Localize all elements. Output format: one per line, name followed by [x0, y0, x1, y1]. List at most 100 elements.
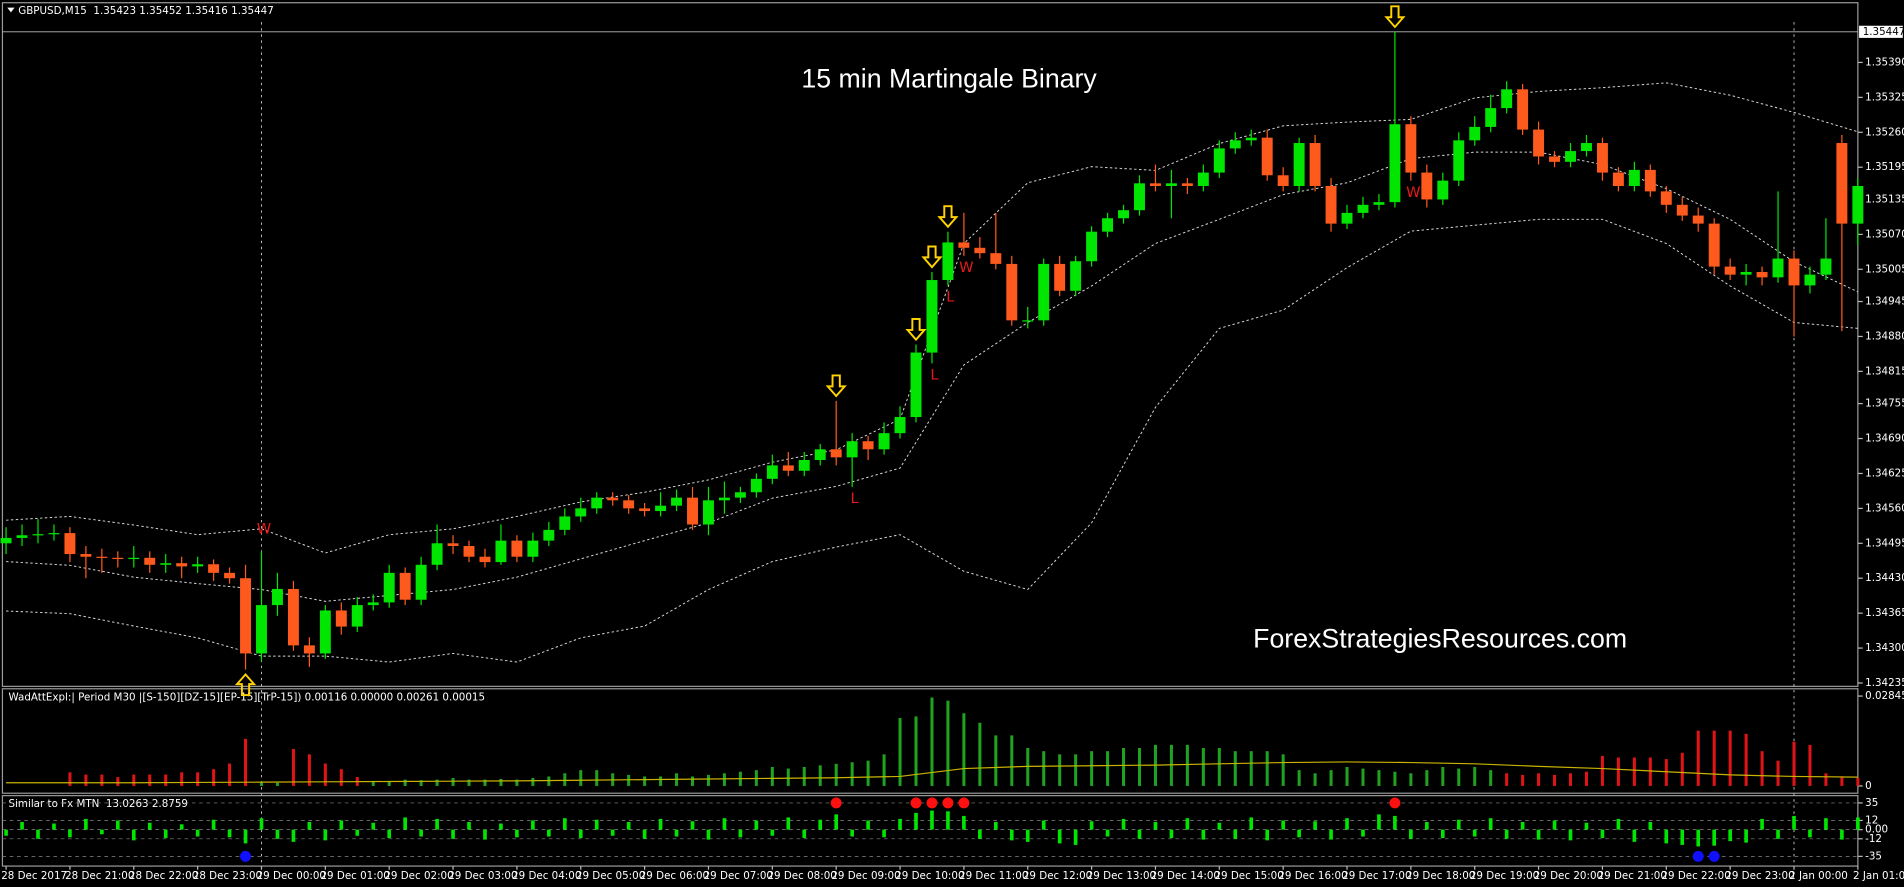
y-tick-label: 1.34560 — [1865, 502, 1904, 514]
candle-body — [1213, 148, 1225, 173]
bar — [1425, 822, 1429, 830]
bar — [20, 822, 24, 830]
candle-body — [1596, 143, 1608, 173]
bar — [754, 820, 759, 830]
bar — [387, 781, 391, 786]
bar — [1840, 776, 1844, 786]
bar — [786, 817, 791, 830]
bar — [674, 829, 679, 837]
bar — [594, 819, 599, 830]
y-tick-label: 35 — [1865, 797, 1878, 809]
candle-body — [463, 545, 475, 557]
bar — [355, 829, 360, 836]
bar — [1776, 760, 1780, 786]
bar — [1536, 829, 1541, 840]
bar — [1074, 754, 1078, 786]
bar — [1122, 748, 1126, 786]
bar — [387, 829, 392, 839]
candle-body — [1708, 223, 1720, 267]
bar — [339, 820, 344, 830]
bar — [1616, 757, 1620, 786]
candle-body — [144, 557, 156, 565]
bar — [898, 718, 902, 786]
bar — [914, 812, 918, 830]
x-tick-label: 29 Dec 09:00 — [831, 870, 900, 882]
candle-body — [798, 460, 810, 471]
x-tick-label: 29 Dec 01:00 — [320, 870, 389, 882]
bar — [946, 700, 950, 786]
mtn-frame — [1, 795, 1859, 867]
bar — [1313, 821, 1317, 830]
candle-body — [575, 508, 587, 517]
y-tick-label: 1.35070 — [1865, 228, 1904, 240]
bar — [627, 774, 631, 786]
signal-label: L — [851, 490, 860, 507]
candle-body — [383, 572, 395, 603]
bar — [1073, 829, 1078, 845]
candle-body — [1389, 124, 1401, 203]
candle-body — [208, 564, 220, 573]
candle-body — [830, 449, 842, 458]
candle-body — [623, 500, 635, 509]
x-tick-label: 29 Dec 11:00 — [959, 870, 1028, 882]
bar — [1345, 818, 1349, 830]
signal-dot — [1389, 797, 1401, 809]
y-tick-label: 0.00 — [1865, 824, 1888, 836]
bar — [914, 716, 918, 786]
y-tick-label: 1.35135 — [1865, 193, 1904, 205]
bar — [690, 776, 695, 786]
bar — [403, 817, 407, 830]
signal-arrow — [1384, 5, 1406, 29]
x-tick-label: 29 Dec 10:00 — [895, 870, 964, 882]
bar — [1584, 822, 1589, 830]
bar — [499, 823, 503, 830]
bar — [1616, 818, 1621, 830]
bar — [196, 772, 200, 786]
bar — [993, 822, 998, 830]
candle-body — [1692, 215, 1704, 224]
x-tick-label: 28 Dec 2017 — [1, 870, 67, 882]
bar — [770, 829, 775, 836]
bar — [1632, 829, 1637, 842]
candle-body — [942, 242, 954, 281]
candle-body — [287, 588, 299, 646]
candle-body — [32, 534, 44, 536]
bar — [738, 829, 743, 838]
bar — [1537, 773, 1541, 786]
bar — [1393, 771, 1397, 786]
main-frame — [1, 2, 1859, 687]
candle-body — [990, 253, 1002, 264]
bar — [483, 829, 487, 840]
candle-body — [1022, 320, 1034, 322]
bar — [770, 766, 774, 786]
bar — [259, 782, 264, 786]
y-tick-label: 1.34495 — [1865, 537, 1904, 549]
bar — [1393, 815, 1397, 830]
signal-dot — [1692, 850, 1704, 862]
bar — [1520, 822, 1525, 830]
x-tick-label: 29 Dec 04:00 — [512, 870, 581, 882]
bar — [1600, 829, 1605, 839]
bar — [1489, 770, 1493, 786]
bar — [1409, 829, 1413, 839]
candle-body — [591, 497, 603, 509]
candle-body — [1405, 124, 1417, 173]
candle-body — [1229, 140, 1241, 149]
bar — [36, 829, 40, 839]
candle-body — [750, 478, 762, 493]
header-icon — [7, 7, 15, 13]
candle-body — [1820, 258, 1832, 275]
candle-body — [734, 492, 746, 498]
candle-body — [1261, 137, 1273, 176]
signal-dot — [926, 797, 938, 809]
candle-body — [1309, 143, 1321, 187]
bar — [1057, 829, 1062, 844]
candle-body — [1341, 212, 1353, 224]
candle-body — [1788, 258, 1800, 286]
bar — [1089, 821, 1094, 830]
candle-body — [1086, 231, 1098, 262]
x-tick-label: 29 Dec 14:00 — [1151, 870, 1220, 882]
bar — [195, 829, 200, 837]
